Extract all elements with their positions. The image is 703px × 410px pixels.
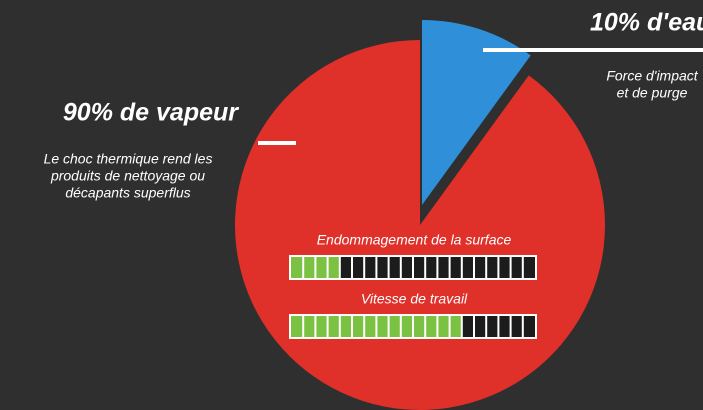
gauge-label: Vitesse de travail bbox=[361, 291, 468, 307]
slice-description: et de purge bbox=[617, 85, 688, 101]
pie-slice bbox=[422, 20, 531, 205]
slice-description: produits de nettoyage ou bbox=[50, 168, 205, 184]
slice-description: Le choc thermique rend les bbox=[44, 151, 213, 167]
slice-label: 10% d'eau bbox=[590, 9, 703, 37]
gauges: Endommagement de la surface Vitesse de tr… bbox=[289, 232, 537, 339]
slice-description: Force d'impact bbox=[606, 68, 698, 84]
slice-description: décapants superflus bbox=[65, 185, 190, 201]
gauge-label: Endommagement de la surface bbox=[317, 232, 512, 248]
slice-label: 90% de vapeur bbox=[63, 99, 239, 127]
